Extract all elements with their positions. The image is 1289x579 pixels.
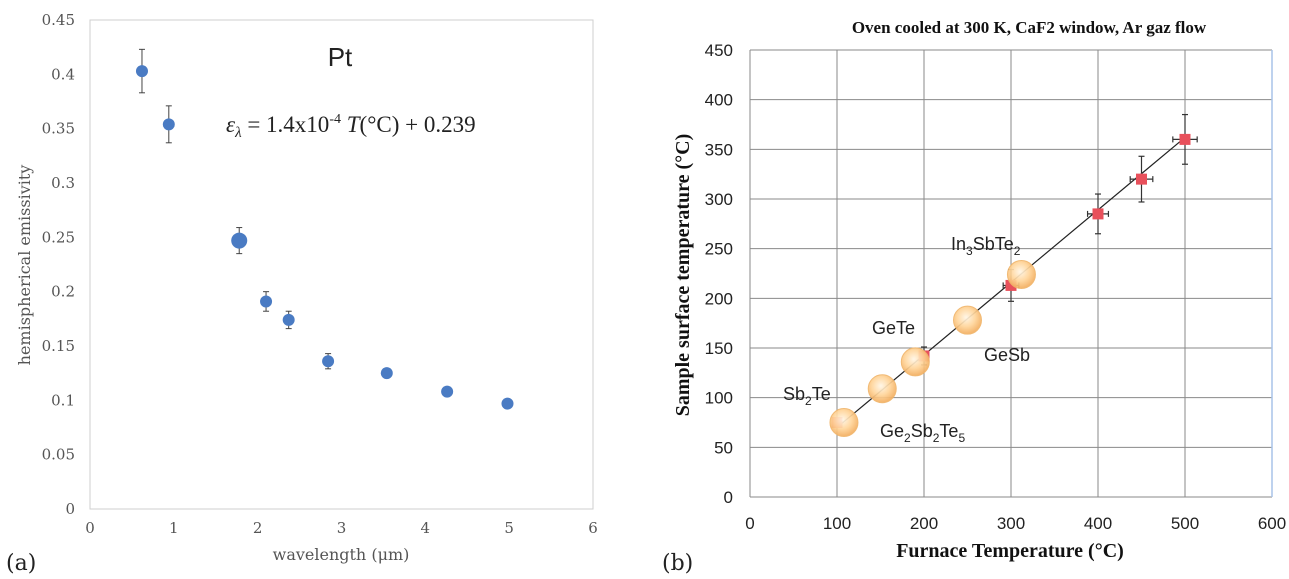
title-box-a [318, 36, 364, 72]
y-tick-label: 0.1 [51, 391, 75, 409]
x-tick-label: 100 [823, 514, 851, 533]
x-tick-label: 4 [421, 519, 431, 537]
y-tick-label: 0.45 [42, 11, 75, 29]
x-tick-labels-b: 0 100 200 300 400 500 600 [745, 514, 1286, 533]
y-tick-label: 250 [705, 240, 733, 259]
x-tick-label: 500 [1171, 514, 1199, 533]
measurement-marker [1179, 133, 1191, 145]
material-label-ge2sb2te5: Ge2Sb2Te5 [880, 421, 965, 445]
x-axis-label-b: Furnace Temperature (°C) [896, 540, 1124, 562]
y-tick-label: 0.25 [42, 228, 75, 246]
x-tick-label: 1 [169, 519, 179, 537]
temperature-chart: Oven cooled at 300 K, CaF2 window, Ar ga… [662, 18, 1286, 576]
x-tick-label: 600 [1258, 514, 1286, 533]
y-tick-label: 0.05 [42, 446, 75, 464]
x-tick-labels-a: 0 1 2 3 4 5 6 [85, 519, 598, 537]
x-tick-label: 200 [910, 514, 938, 533]
y-tick-label: 0.15 [42, 337, 75, 355]
measurement-marker [1136, 173, 1147, 185]
equation-box-a [220, 104, 526, 142]
data-point [322, 355, 335, 368]
y-tick-label: 0 [65, 500, 75, 518]
data-point [135, 65, 148, 78]
y-tick-label: 0 [724, 488, 733, 507]
plot-area-a [89, 19, 594, 510]
material-label-in3sbte2: In3SbTe2 [951, 234, 1021, 258]
x-axis-label-a: wavelength (μm) [273, 545, 410, 564]
panel-label-b: (b) [662, 551, 693, 576]
y-tick-label: 150 [705, 339, 733, 358]
emissivity-chart: 0 0.05 0.1 0.15 0.2 0.25 0.3 0.35 0.4 0.45 0 1 2 3 4 5… [6, 11, 598, 576]
y-tick-label: 450 [705, 41, 733, 60]
data-point [501, 397, 514, 410]
y-tick-label: 400 [705, 91, 733, 110]
chart-title-b: Oven cooled at 300 K, CaF2 window, Ar ga… [852, 18, 1207, 37]
y-tick-label: 0.3 [51, 174, 75, 192]
x-tick-label: 6 [588, 519, 598, 537]
y-tick-label: 0.35 [42, 120, 75, 138]
y-tick-labels-a: 0 0.05 0.1 0.15 0.2 0.25 0.3 0.35 0.4 0.45 [42, 11, 75, 518]
y-tick-label: 300 [705, 190, 733, 209]
y-tick-label: 0.4 [51, 65, 75, 83]
data-points-a [135, 48, 514, 410]
x-tick-label: 300 [997, 514, 1025, 533]
y-tick-label: 100 [705, 389, 733, 408]
y-tick-labels-b: 0 50 100 150 200 250 300 350 400 450 [705, 41, 733, 507]
panel-label-a: (a) [6, 551, 36, 576]
x-tick-label: 0 [85, 519, 95, 537]
x-tick-label: 3 [337, 519, 347, 537]
data-point [162, 118, 175, 131]
x-tick-label: 5 [504, 519, 514, 537]
equation-annotation-a: ελ = 1.4x10-4 T(°C) + 0.239 [226, 112, 476, 141]
data-point [231, 232, 248, 249]
y-tick-label: 0.2 [51, 283, 75, 301]
y-axis-label-b: Sample surface temperature (°C) [672, 134, 694, 417]
measurement-marker [1092, 208, 1104, 220]
x-tick-label: 0 [745, 514, 754, 533]
material-bubble [1006, 259, 1036, 289]
y-tick-label: 50 [714, 438, 733, 457]
data-point [282, 313, 295, 326]
y-tick-label: 350 [705, 140, 733, 159]
x-tick-label: 400 [1084, 514, 1112, 533]
y-axis-label-a: hemispherical emissivity [15, 165, 34, 366]
material-label-gesb: GeSb [984, 345, 1030, 365]
material-bubble [867, 374, 897, 404]
chart-title-a: Pt [328, 42, 353, 72]
material-bubble [953, 305, 982, 335]
material-bubble [829, 408, 859, 437]
data-point [260, 295, 273, 308]
material-bubble [900, 347, 930, 377]
material-label-sb2te: Sb2Te [783, 384, 831, 408]
data-point [380, 367, 393, 380]
y-tick-label: 200 [705, 289, 733, 308]
material-label-gete: GeTe [872, 318, 915, 338]
material-bubbles-b [829, 259, 1036, 437]
x-tick-label: 2 [253, 519, 263, 537]
data-point [441, 385, 454, 398]
measurement-marker [1005, 279, 1017, 291]
